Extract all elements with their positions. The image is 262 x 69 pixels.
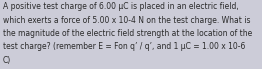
Text: the magnitude of the electric field strength at the location of the: the magnitude of the electric field stre… <box>3 29 252 38</box>
Text: test charge? (remember E = Fon q’ / q’, and 1 μC = 1.00 x 10-6: test charge? (remember E = Fon q’ / q’, … <box>3 42 245 51</box>
Text: A positive test charge of 6.00 μC is placed in an electric field,: A positive test charge of 6.00 μC is pla… <box>3 2 238 11</box>
Text: C): C) <box>3 56 11 65</box>
Text: which exerts a force of 5.00 x 10-4 N on the test charge. What is: which exerts a force of 5.00 x 10-4 N on… <box>3 16 250 24</box>
